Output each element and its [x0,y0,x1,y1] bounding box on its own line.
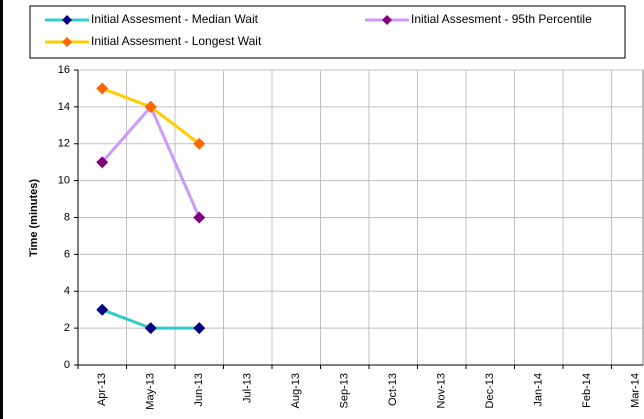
legend-label: Initial Assesment - 95th Percentile [411,12,592,26]
y-tick-label: 0 [64,359,70,371]
y-tick-label: 8 [64,211,70,223]
x-tick-label: Sep-13 [339,373,351,408]
y-tick-label: 14 [58,101,70,113]
x-tick-label: Aug-13 [290,373,302,408]
marker [96,156,109,169]
y-tick-label: 6 [64,248,70,260]
marker [193,322,206,335]
legend-label: Initial Assesment - Longest Wait [91,34,262,48]
x-tick-label: May-13 [145,373,157,410]
marker [144,100,157,113]
legend-marker [382,15,392,25]
marker [96,303,109,316]
legend-box [29,5,626,59]
marker [96,82,109,95]
x-tick-label: Jan-14 [533,373,545,407]
y-axis-label: Time (minutes) [28,179,40,257]
x-tick-label: Feb-14 [581,373,593,408]
frame-edge [0,0,3,419]
y-tick-label: 10 [58,175,70,187]
y-tick-label: 12 [58,138,70,150]
x-tick-label: Mar-14 [630,373,642,408]
y-tick-label: 4 [64,285,70,297]
x-tick-label: Apr-13 [96,373,108,406]
y-tick-label: 2 [64,322,70,334]
y-tick-label: 16 [58,64,70,76]
marker [193,211,206,224]
x-tick-label: Oct-13 [387,373,399,406]
legend-marker [62,37,72,47]
legend-label: Initial Assesment - Median Wait [91,12,259,26]
x-tick-label: Nov-13 [436,373,448,408]
x-tick-label: Jun-13 [193,373,205,407]
marker [193,137,206,150]
legend-marker [62,15,72,25]
x-tick-label: Jul-13 [242,373,254,403]
x-tick-label: Dec-13 [484,373,496,408]
marker [144,322,157,335]
